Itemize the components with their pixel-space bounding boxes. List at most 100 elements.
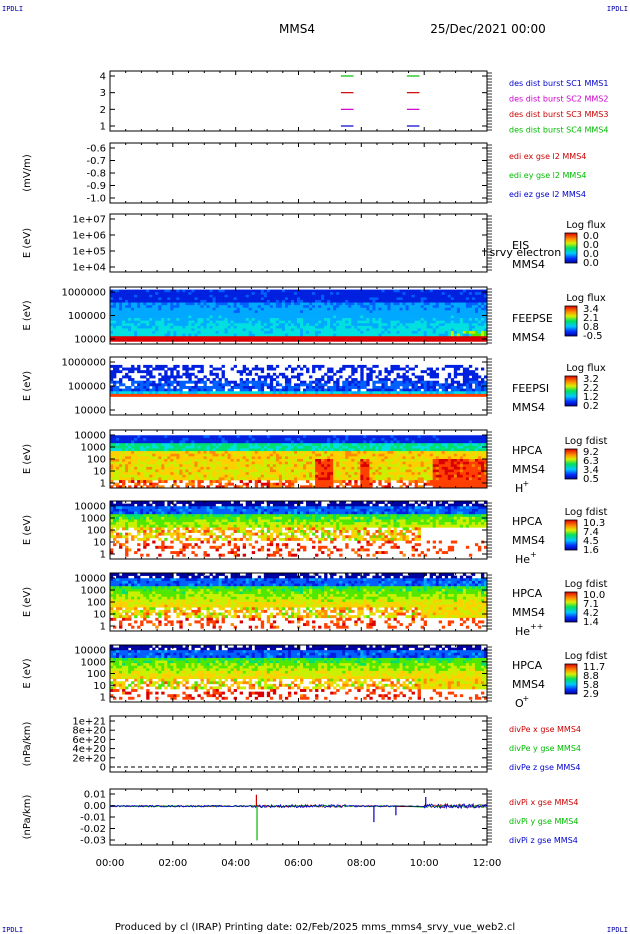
spectrogram-cell: [408, 292, 412, 296]
spectrogram-cell: [402, 372, 406, 376]
spectrogram-cell: [125, 328, 129, 332]
spectrogram-cell: [423, 336, 427, 340]
spectrogram-cell: [471, 312, 476, 316]
spectrogram-cell: [185, 445, 189, 449]
spectrogram-cell: [191, 482, 195, 486]
spectrogram-cell: [209, 302, 213, 306]
spectrogram-cell: [474, 294, 479, 298]
spectrogram-cell: [369, 333, 373, 337]
spectrogram-cell: [411, 386, 415, 389]
spectrogram-cell: [260, 331, 265, 334]
spectrogram-cell: [336, 294, 340, 298]
spectrogram-cell: [357, 305, 361, 309]
spectrogram-cell: [257, 323, 262, 327]
spectrogram-cell: [462, 299, 467, 303]
spectrogram-cell: [312, 299, 316, 303]
spectrogram-cell: [429, 297, 434, 301]
spectrogram-cell: [122, 448, 126, 452]
spectrogram-cell: [209, 469, 213, 473]
spectrogram-cell: [303, 336, 307, 340]
spectrogram-cell: [456, 318, 461, 321]
spectrogram-cell: [254, 472, 259, 476]
spectrogram-cell: [366, 305, 370, 309]
spectrogram-cell: [185, 367, 189, 371]
spectrogram-cell: [423, 289, 427, 293]
spectrogram-cell: [366, 333, 370, 337]
spectrogram-cell: [375, 292, 379, 296]
spectrogram-cell: [471, 305, 476, 309]
spectrogram-cell: [185, 375, 189, 379]
spectrogram-cell: [429, 307, 434, 311]
spectrogram-cell: [474, 393, 479, 397]
spectrogram-cell: [402, 312, 406, 316]
spectrogram-cell: [272, 372, 277, 376]
spectrogram-cell: [122, 391, 126, 395]
spectrogram-cell: [110, 485, 114, 489]
spectrogram-cell: [408, 338, 412, 342]
spectrogram-cell: [474, 312, 479, 316]
spectrogram-cell: [360, 320, 364, 324]
spectrogram-cell: [209, 393, 213, 397]
spectrogram-cell: [152, 388, 156, 392]
spectrogram-cell: [170, 320, 174, 324]
spectrogram-cell: [459, 294, 464, 298]
spectrogram-cell: [146, 372, 150, 376]
spectrogram-cell: [164, 461, 168, 465]
spectrogram-cell: [441, 336, 446, 340]
spectrogram-cell: [161, 292, 165, 296]
spectrogram-cell: [161, 375, 165, 379]
spectrogram-cell: [417, 336, 421, 340]
spectrogram-cell: [339, 393, 343, 397]
spectrogram-cell: [245, 448, 250, 452]
spectrogram-cell: [203, 459, 207, 462]
spectrogram-cell: [182, 312, 186, 316]
y-tick-label: 100000: [68, 382, 106, 393]
spectrogram-cell: [125, 451, 129, 455]
spectrogram-cell: [212, 440, 216, 444]
spectrogram-cell: [483, 393, 488, 397]
spectrogram-cell: [194, 328, 198, 332]
spectrogram-cell: [396, 336, 400, 340]
spectrogram-cell: [459, 305, 464, 309]
spectrogram-cell: [483, 315, 488, 319]
spectrogram-cell: [417, 305, 421, 309]
spectrogram-cell: [336, 310, 340, 314]
spectrogram-cell: [173, 328, 177, 332]
spectrogram-cell: [227, 469, 231, 473]
spectrogram-cell: [432, 307, 437, 311]
spectrogram-cell: [336, 305, 340, 309]
spectrogram-cell: [369, 370, 373, 374]
spectrogram-cell: [182, 469, 186, 473]
spectrogram-cell: [315, 393, 319, 397]
spectrogram-cell: [312, 292, 316, 296]
spectrogram-cell: [468, 393, 473, 397]
spectrogram-cell: [173, 469, 177, 473]
spectrogram-cell: [239, 297, 244, 301]
spectrogram-cell: [357, 336, 361, 340]
spectrogram-cell: [324, 294, 328, 298]
spectrogram-cell: [242, 459, 247, 462]
spectrogram-cell: [119, 305, 123, 309]
spectrogram-cell: [324, 328, 328, 332]
spectrogram-cell: [390, 331, 394, 334]
spectrogram-cell: [143, 305, 147, 309]
spectrogram-cell: [312, 315, 316, 319]
spectrogram-cell: [170, 325, 174, 329]
spectrogram-cell: [414, 307, 418, 311]
spectrogram-cell: [269, 338, 274, 342]
spectrogram-cell: [200, 312, 204, 316]
spectrogram-cell: [116, 445, 120, 449]
spectrogram-cell: [245, 320, 250, 324]
spectrogram-cell: [444, 388, 449, 392]
spectrogram-cell: [134, 437, 138, 441]
spectrogram-cell: [140, 292, 144, 296]
spectrogram-cell: [245, 386, 250, 389]
spectrogram-cell: [215, 323, 219, 327]
spectrogram-cell: [462, 320, 467, 324]
spectrogram-cell: [128, 466, 132, 470]
spectrogram-cell: [188, 461, 192, 465]
spectrogram-cell: [143, 364, 147, 368]
spectrogram-cell: [444, 312, 449, 316]
spectrogram-cell: [260, 299, 265, 303]
spectrogram-cell: [116, 391, 120, 395]
